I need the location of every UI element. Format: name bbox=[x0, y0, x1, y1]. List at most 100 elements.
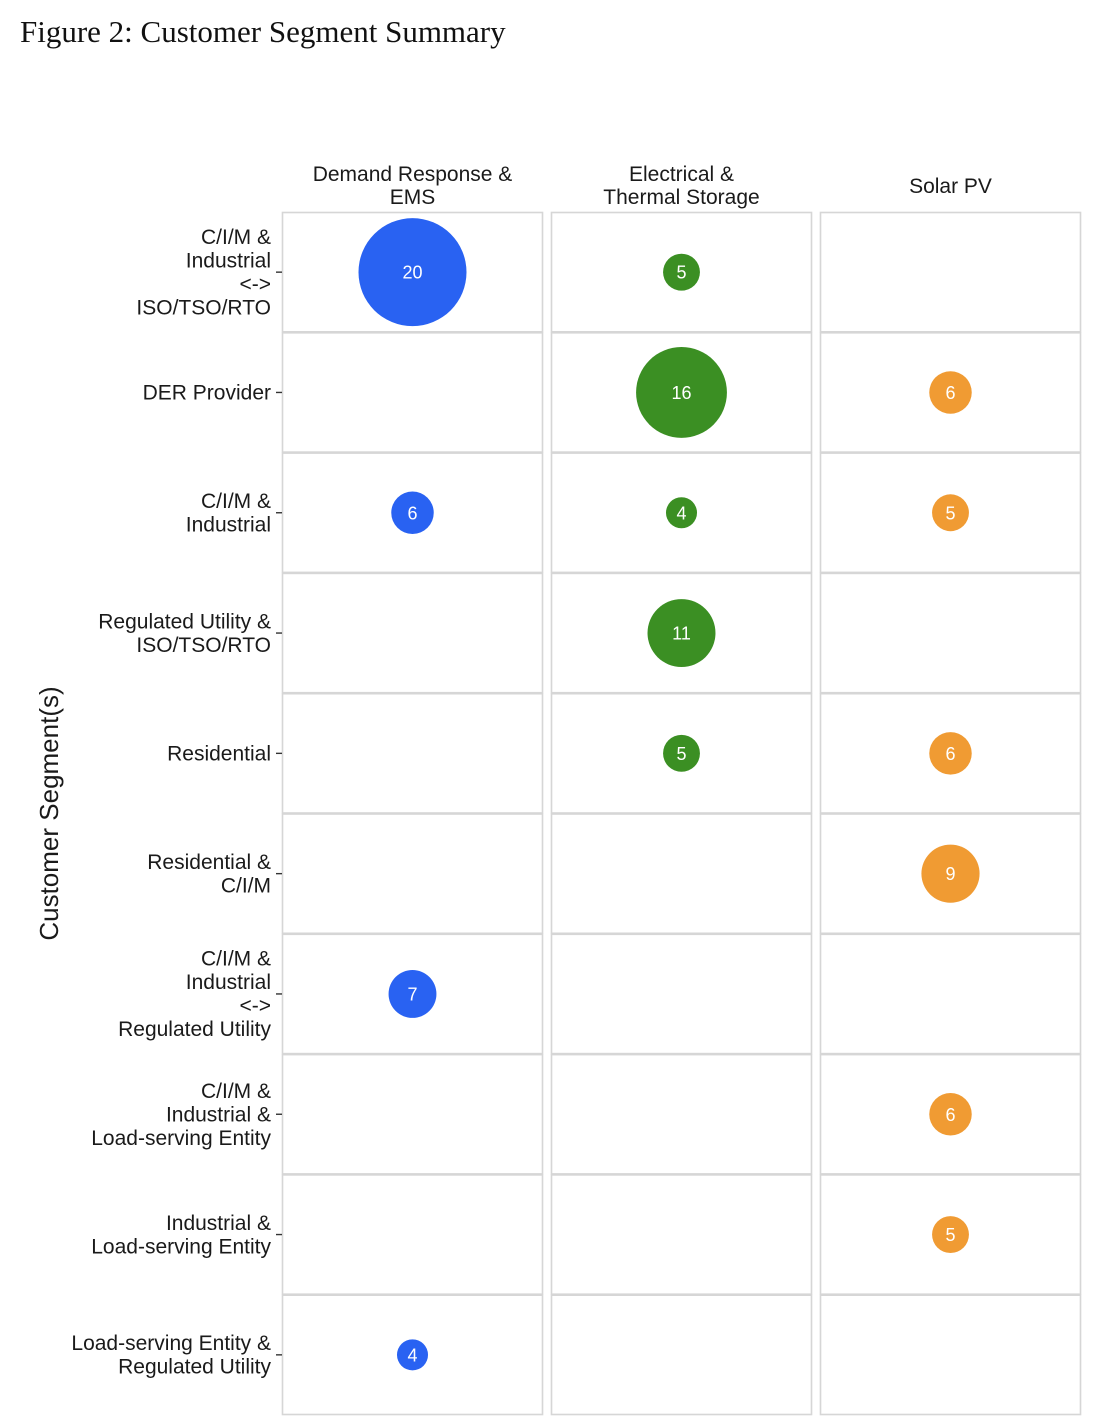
bubble: 6 bbox=[929, 732, 972, 775]
bubble: 6 bbox=[391, 491, 434, 534]
bubble-circle bbox=[929, 732, 972, 775]
bubble: 9 bbox=[921, 844, 980, 903]
row-label-line: Residential & bbox=[147, 851, 271, 874]
column-label: Demand Response & EMS bbox=[313, 163, 513, 209]
tick-marks bbox=[276, 271, 282, 1356]
figure-title: Figure 2: Customer Segment Summary bbox=[20, 14, 506, 49]
bubble-label: 6 bbox=[945, 383, 955, 403]
bubble-circle bbox=[663, 253, 700, 291]
bubble-circle bbox=[921, 844, 980, 903]
row-label-line: Load-serving Entity bbox=[91, 1127, 271, 1150]
row-label: Residential & C/I/M bbox=[147, 851, 271, 898]
row-label: C/I/M & Industrial <-> Regulated Utility bbox=[118, 948, 271, 1041]
panel-cell bbox=[550, 1053, 813, 1175]
row-label: C/I/M & Industrial & Load-serving Entity bbox=[91, 1080, 271, 1150]
column-label-line: Solar PV bbox=[909, 175, 992, 198]
bubble-label: 7 bbox=[407, 984, 417, 1004]
row-label-line: C/I/M bbox=[221, 874, 271, 897]
row-label-line: Regulated Utility bbox=[118, 1356, 271, 1379]
bubble-circle bbox=[391, 491, 434, 534]
bubble: 16 bbox=[636, 347, 727, 438]
row-label-line: <-> bbox=[239, 273, 271, 296]
bubble: 20 bbox=[358, 218, 467, 327]
column-label-line: Thermal Storage bbox=[603, 186, 759, 209]
labels: Demand Response & EMS Electrical & Thermal … bbox=[34, 163, 992, 1379]
bubble-circle bbox=[929, 1093, 972, 1136]
bubble-label: 6 bbox=[945, 1105, 955, 1125]
row-label: Load-serving Entity & Regulated Utility bbox=[71, 1332, 271, 1379]
row-label-line: <-> bbox=[239, 995, 271, 1018]
row-label-line: Industrial bbox=[186, 971, 271, 994]
bubble: 11 bbox=[647, 599, 716, 668]
row-label-line: Residential bbox=[167, 742, 271, 765]
column-label-line: Electrical & bbox=[629, 163, 734, 186]
column-label-line: EMS bbox=[390, 186, 436, 209]
bubble: 5 bbox=[663, 734, 700, 772]
panel-cell bbox=[281, 1174, 544, 1296]
column-label-line: Demand Response & bbox=[313, 163, 513, 186]
row-label: DER Provider bbox=[143, 381, 271, 404]
row-label-line: C/I/M & bbox=[201, 490, 271, 513]
row-label-line: Regulated Utility & bbox=[98, 610, 271, 633]
bubble: 5 bbox=[932, 1216, 969, 1253]
bubbles: 20 5 16 6 6 4 5 11 5 6 9 7 6 5 4 bbox=[358, 218, 980, 1371]
bubble-circle bbox=[932, 1216, 969, 1253]
row-label-line: Load-serving Entity bbox=[91, 1235, 271, 1258]
panel-cell bbox=[281, 1053, 544, 1175]
bubble-label: 5 bbox=[676, 744, 686, 764]
panel-cell bbox=[281, 813, 544, 935]
row-label-line: Industrial bbox=[186, 514, 271, 537]
row-label-line: Regulated Utility bbox=[118, 1018, 271, 1041]
bubble-label: 5 bbox=[945, 1225, 955, 1245]
panel-cell bbox=[550, 933, 813, 1055]
panel-cell bbox=[550, 1174, 813, 1296]
bubble: 5 bbox=[663, 253, 700, 291]
bubble-label: 6 bbox=[945, 744, 955, 764]
bubble-circle bbox=[929, 371, 972, 414]
panel-cell bbox=[281, 692, 544, 814]
bubble-label: 5 bbox=[945, 503, 955, 523]
row-label-line: Industrial & bbox=[166, 1103, 271, 1126]
row-label: C/I/M & Industrial bbox=[186, 490, 271, 537]
panel-cell bbox=[550, 813, 813, 935]
row-label-line: DER Provider bbox=[143, 381, 271, 404]
bubble-label: 5 bbox=[676, 263, 686, 283]
panel-cell bbox=[819, 1294, 1082, 1416]
bubble-label: 20 bbox=[402, 263, 422, 283]
row-label-line: Load-serving Entity & bbox=[71, 1332, 271, 1355]
row-label-line: C/I/M & bbox=[201, 226, 271, 249]
panel-cell bbox=[819, 933, 1082, 1055]
bubble-label: 4 bbox=[407, 1345, 417, 1365]
bubble-label: 4 bbox=[676, 503, 686, 523]
bubble-label: 16 bbox=[671, 383, 691, 403]
row-label-line: ISO/TSO/RTO bbox=[136, 296, 271, 319]
panel-cell bbox=[281, 572, 544, 694]
row-label: C/I/M & Industrial <-> ISO/TSO/RTO bbox=[136, 226, 271, 320]
panel-cell bbox=[819, 572, 1082, 694]
bubble: 4 bbox=[396, 1339, 429, 1371]
panel-grid bbox=[281, 211, 1082, 1416]
row-label: Regulated Utility & ISO/TSO/RTO bbox=[98, 610, 271, 657]
column-label: Solar PV bbox=[909, 175, 992, 198]
row-label-line: ISO/TSO/RTO bbox=[136, 634, 271, 657]
bubble: 5 bbox=[932, 494, 969, 532]
y-axis-title: Customer Segment(s) bbox=[34, 686, 64, 940]
panel-cell bbox=[819, 211, 1082, 333]
bubble-circle bbox=[932, 494, 969, 532]
panel-cell bbox=[281, 331, 544, 453]
bubble-circle bbox=[358, 218, 467, 327]
bubble: 6 bbox=[929, 371, 972, 414]
bubble-label: 6 bbox=[407, 503, 417, 523]
bubble-circle bbox=[663, 734, 700, 772]
bubble: 4 bbox=[665, 497, 698, 529]
bubble: 7 bbox=[388, 970, 437, 1018]
row-label-line: Industrial & bbox=[166, 1212, 271, 1235]
row-label: Residential bbox=[167, 742, 271, 765]
bubble-circle bbox=[647, 599, 716, 668]
panel-cell bbox=[550, 1294, 813, 1416]
row-label-line: C/I/M & bbox=[201, 1080, 271, 1103]
bubble-circle bbox=[636, 347, 727, 438]
bubble-circle bbox=[388, 970, 437, 1018]
bubble-circle bbox=[396, 1339, 429, 1371]
